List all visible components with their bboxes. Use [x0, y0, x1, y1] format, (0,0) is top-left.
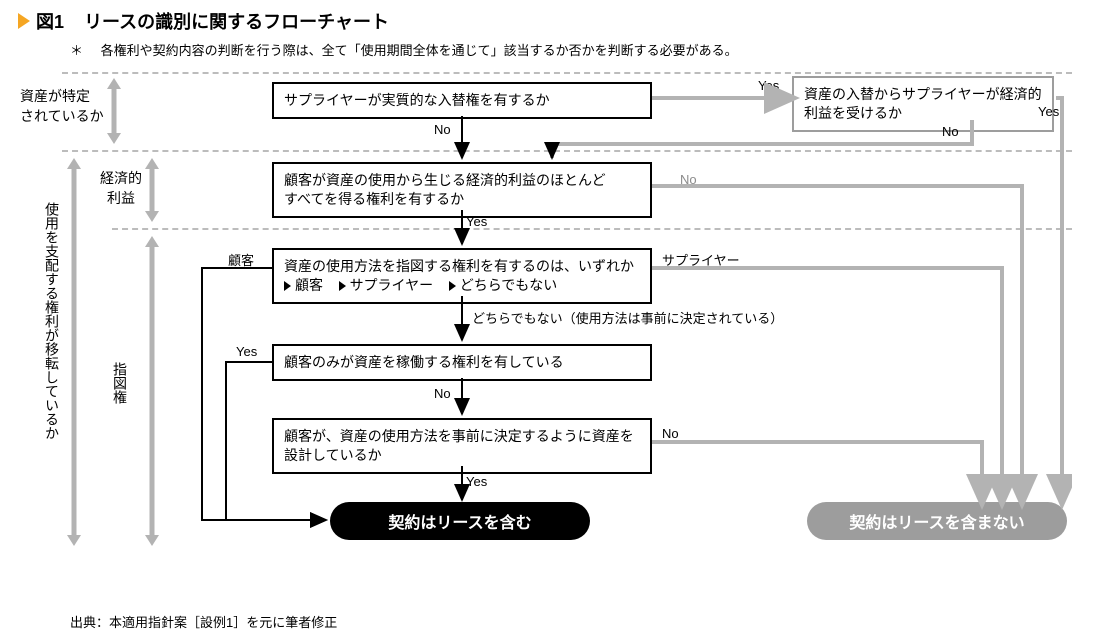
edge-label-neither: どちらでもない（使用方法は事前に決定されている）	[472, 308, 783, 327]
figure-note: ＊ 各権利や契約内容の判断を行う際は、全て「使用期間全体を通じて」該当するか否か…	[70, 40, 738, 59]
node-n4: 資産の使用方法を指図する権利を有するのは、いずれか 顧客 サプライヤー どちらで…	[272, 248, 652, 304]
side-label-direction: 指図権	[110, 362, 130, 404]
range-arrow-icon	[108, 78, 120, 144]
node-n3: 顧客が資産の使用から生じる経済的利益のほとんど すべてを得る権利を有するか	[272, 162, 652, 218]
divider	[62, 72, 1072, 74]
caret-icon	[339, 281, 346, 291]
edge-label-supplier: サプライヤー	[662, 250, 740, 269]
terminal-no-text: 契約はリースを含まない	[849, 509, 1024, 533]
terminal-yes: 契約はリースを含む	[330, 502, 590, 540]
triangle-icon	[18, 13, 30, 29]
edge-label-yes: Yes	[236, 344, 257, 359]
divider	[62, 150, 1072, 152]
source-note: 出典：本適用指針案［設例1］を元に筆者修正	[70, 612, 337, 631]
n6-l1: 顧客が、資産の使用方法を事前に決定するように資産を	[284, 428, 634, 444]
n4-c3: どちらでもない	[460, 277, 558, 293]
node-n6: 顧客が、資産の使用方法を事前に決定するように資産を 設計しているか	[272, 418, 652, 474]
n2-l1: 資産の入替からサプライヤーが経済的	[804, 86, 1042, 102]
flowchart: 資産が特定 されているか 使用を支配する権利が移転しているか 経済的 利益 指図…	[62, 72, 1072, 602]
side-label-identified: 資産が特定 されているか	[20, 86, 104, 126]
caret-icon	[284, 281, 291, 291]
node-n2: 資産の入替からサプライヤーが経済的 利益を受けるか	[792, 76, 1054, 132]
edge-label-no: No	[434, 386, 451, 401]
n4-l1: 資産の使用方法を指図する権利を有するのは、いずれか	[284, 258, 634, 274]
node-n1: サプライヤーが実質的な入替権を有するか	[272, 82, 652, 119]
n6-l2: 設計しているか	[284, 447, 382, 463]
range-arrow-icon	[146, 158, 158, 222]
edge-label-yes: Yes	[1038, 104, 1059, 119]
figure-title-text: リースの識別に関するフローチャート	[84, 12, 389, 32]
n3-l2: すべてを得る権利を有するか	[284, 191, 464, 207]
figure-number: 図1	[36, 12, 64, 32]
n4-c1: 顧客	[295, 277, 323, 293]
caret-icon	[449, 281, 456, 291]
edge-label-customer: 顧客	[228, 250, 254, 269]
n4-c2: サプライヤー	[350, 277, 434, 293]
edge-label-yes: Yes	[466, 214, 487, 229]
range-arrow-icon	[146, 236, 158, 546]
note-text: 各権利や契約内容の判断を行う際は、全て「使用期間全体を通じて」該当するか否かを判…	[101, 43, 738, 58]
edge-label-no: No	[434, 122, 451, 137]
asterisk: ＊	[70, 43, 83, 58]
edge-label-no: No	[662, 426, 679, 441]
side-label-control: 使用を支配する権利が移転しているか	[42, 202, 62, 440]
terminal-no: 契約はリースを含まない	[807, 502, 1067, 540]
figure-title: 図1 リースの識別に関するフローチャート	[18, 8, 389, 34]
node-n5: 顧客のみが資産を稼働する権利を有している	[272, 344, 652, 381]
n2-l2: 利益を受けるか	[804, 105, 902, 121]
edge-label-no: No	[942, 124, 959, 139]
edge-label-no: No	[680, 172, 697, 187]
n5-text: 顧客のみが資産を稼働する権利を有している	[284, 354, 564, 370]
n3-l1: 顧客が資産の使用から生じる経済的利益のほとんど	[284, 172, 606, 188]
side-label-economic: 経済的 利益	[100, 168, 142, 208]
n1-text: サプライヤーが実質的な入替権を有するか	[284, 92, 550, 108]
edge-label-yes: Yes	[758, 78, 779, 93]
divider	[112, 228, 1072, 230]
source-text: 出典：本適用指針案［設例1］を元に筆者修正	[70, 615, 337, 630]
edge-label-yes: Yes	[466, 474, 487, 489]
terminal-yes-text: 契約はリースを含む	[388, 509, 531, 533]
range-arrow-icon	[68, 158, 80, 546]
